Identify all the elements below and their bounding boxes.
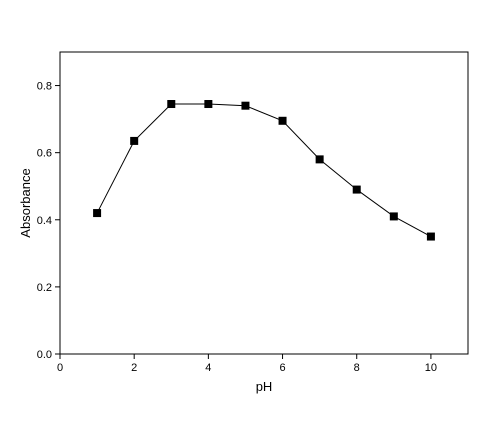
x-tick-label: 10 [425, 362, 437, 374]
x-axis-label: pH [256, 379, 273, 394]
data-point [352, 185, 361, 194]
x-tick-label: 2 [131, 362, 137, 374]
data-point [130, 136, 139, 145]
data-point [315, 155, 324, 164]
data-point [204, 100, 213, 109]
series-line [96, 103, 432, 237]
series-markers [93, 100, 435, 241]
data-point [426, 232, 435, 241]
y-tick-label: 0.8 [37, 81, 52, 93]
y-tick-label: 0.4 [37, 215, 52, 227]
data-point [167, 100, 176, 109]
data-point [389, 212, 398, 221]
y-tick-label: 0.2 [37, 282, 52, 294]
data-point [93, 209, 102, 218]
y-axis-label: Absorbance [18, 168, 33, 237]
x-tick-label: 6 [279, 362, 285, 374]
y-tick-label: 0.0 [37, 349, 52, 361]
data-point [278, 116, 287, 125]
data-point [241, 101, 250, 110]
x-tick-label: 0 [57, 362, 63, 374]
x-axis: 0 2 4 6 8 10 [57, 354, 437, 374]
plot-area [59, 51, 469, 355]
x-tick-label: 8 [354, 362, 360, 374]
y-axis: 0.0 0.2 0.4 0.6 0.8 [37, 81, 60, 361]
y-tick-label: 0.6 [37, 148, 52, 160]
x-tick-label: 4 [205, 362, 211, 374]
